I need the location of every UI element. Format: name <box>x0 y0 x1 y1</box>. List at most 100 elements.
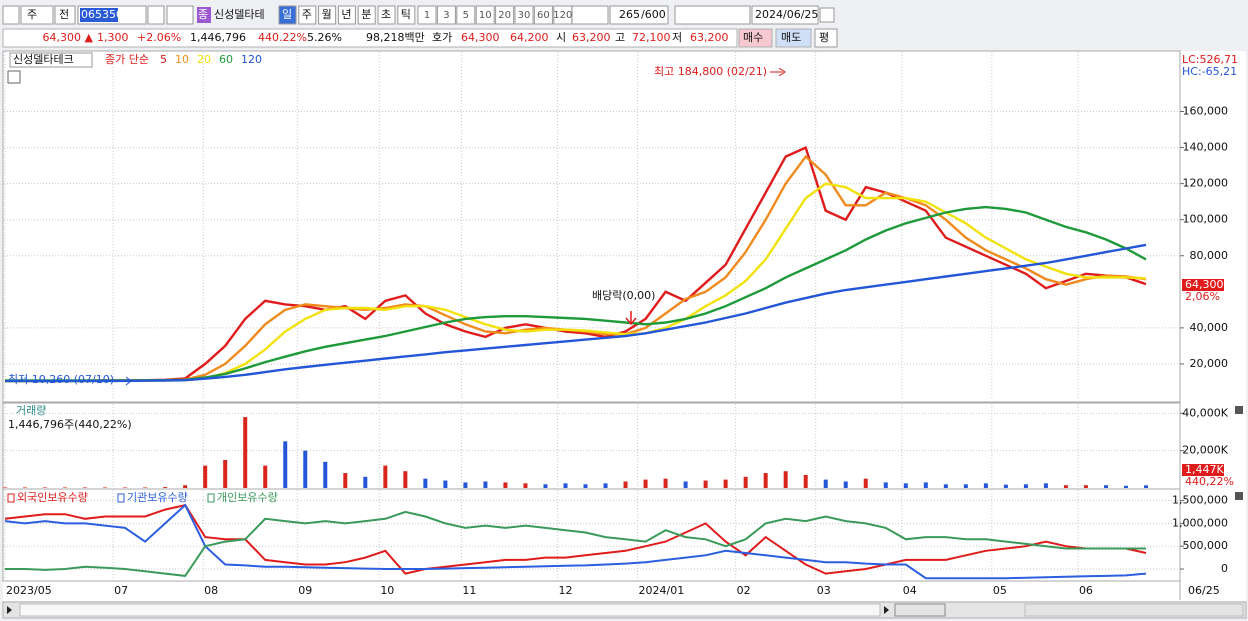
legend-entry: 외국인보유수량 <box>17 491 88 504</box>
y-tick-label: 40,000K <box>1182 406 1228 419</box>
y-tick-label: 1,500,000 <box>1172 494 1228 507</box>
interval-button[interactable] <box>553 5 573 25</box>
interval-button[interactable] <box>495 5 515 25</box>
panel-close[interactable] <box>1235 492 1243 500</box>
dropdown[interactable] <box>571 5 609 25</box>
y-tick-label: 1,000,000 <box>1172 516 1228 529</box>
volume-bar <box>763 473 768 488</box>
legend-entry: 개인보유수량 <box>217 491 278 504</box>
volume-bar <box>923 482 928 488</box>
calendar-icon[interactable] <box>819 7 835 23</box>
interval-button[interactable] <box>475 5 495 25</box>
volume-bar <box>623 481 628 488</box>
period-button[interactable] <box>278 5 297 25</box>
volume-bar <box>23 487 28 488</box>
tool-icons[interactable] <box>674 5 751 25</box>
legend-swatch <box>117 493 125 503</box>
search-icon[interactable] <box>147 5 165 25</box>
legend-entry: 60 <box>219 53 233 66</box>
volume-bar <box>643 479 648 488</box>
y-tick-label: 20,000K <box>1182 444 1228 457</box>
last-price: 64,300 <box>1185 278 1224 291</box>
period-button[interactable] <box>397 5 416 25</box>
sell-button[interactable] <box>775 28 812 48</box>
buy-button[interactable] <box>738 28 773 48</box>
buy: 매수 <box>743 31 763 44</box>
period-button[interactable] <box>337 5 356 25</box>
series-line <box>5 243 1147 383</box>
x-tick-label: 08 <box>204 584 218 597</box>
y-tick-label: 80,000 <box>1190 249 1229 262</box>
period-button[interactable] <box>318 5 337 25</box>
interval: 1 <box>424 10 430 21</box>
y-tick-label: 40,000 <box>1190 321 1229 334</box>
volume-bar <box>63 487 68 488</box>
y-tick-label: 20,000 <box>1190 357 1229 370</box>
stock-name: 신성델타테 <box>214 8 265 21</box>
volume-bar <box>823 479 828 488</box>
x-tick-label: 02 <box>737 584 751 597</box>
x-tick-label: 2024/01 <box>639 584 685 597</box>
grid-icon[interactable] <box>7 70 21 84</box>
interval-button[interactable] <box>533 5 553 25</box>
event-annotation: 배당락(0,00) <box>592 289 655 302</box>
series-line <box>5 145 1147 383</box>
scroll-thumb[interactable] <box>19 603 881 617</box>
zoom-tools[interactable] <box>1024 603 1244 617</box>
legend-swatch <box>207 493 215 503</box>
period: 월 <box>322 8 332 21</box>
panel-close[interactable] <box>1235 406 1243 414</box>
volume-bar <box>203 465 208 488</box>
sound-icon[interactable] <box>166 5 194 25</box>
x-tick-label: 07 <box>114 584 128 597</box>
count-box[interactable] <box>609 5 669 25</box>
date-box[interactable] <box>751 5 819 25</box>
hc-label: HC:-65,21 <box>1182 65 1237 78</box>
volume-bar <box>103 487 108 488</box>
legend-entry: 기관보유수량 <box>127 491 188 504</box>
interval: 120 <box>553 10 572 21</box>
last-volume-ratio: 440,22% <box>1185 475 1234 488</box>
interval-button[interactable] <box>417 5 437 25</box>
volume-bar <box>1103 485 1108 488</box>
quote-bar <box>2 28 738 48</box>
volume-bar <box>883 482 888 488</box>
menu-icon[interactable] <box>2 5 20 25</box>
interval: 30 <box>518 10 531 21</box>
prev-button[interactable] <box>54 5 76 25</box>
sell: 매도 <box>781 31 801 44</box>
period: 초 <box>381 8 391 21</box>
change: 1,300 <box>97 31 129 44</box>
extra-button[interactable] <box>814 28 838 48</box>
legend-entry: 5 <box>160 53 167 66</box>
volume-bar <box>323 461 328 488</box>
y-tick-label: 120,000 <box>1183 177 1229 190</box>
volume-bar <box>163 487 168 488</box>
market-select[interactable] <box>20 5 54 25</box>
volume-bar <box>363 476 368 488</box>
period-button[interactable] <box>377 5 396 25</box>
last-change: 2,06% <box>1185 290 1220 303</box>
period-button[interactable] <box>298 5 317 25</box>
interval: 60 <box>537 10 550 21</box>
period-button[interactable] <box>357 5 376 25</box>
high-annotation: 최고 184,800 (02/21) <box>654 65 767 78</box>
volume-bar <box>263 465 268 488</box>
volume-bar <box>223 460 228 488</box>
volume-bar <box>803 474 808 488</box>
volume-bar <box>83 487 88 488</box>
low-annotation: 최저 10,260 (07/10) <box>8 373 114 386</box>
nav-buttons[interactable] <box>894 603 946 617</box>
series-line <box>4 503 1147 580</box>
interval-button[interactable] <box>436 5 456 25</box>
x-axis-end: 06/25 <box>1188 584 1220 597</box>
price-tag <box>1182 279 1224 291</box>
interval-button[interactable] <box>514 5 534 25</box>
volume-bar <box>1123 485 1128 488</box>
y-tick-label: 0 <box>1221 562 1228 575</box>
count: 265 <box>619 8 640 21</box>
open: 63,200 <box>572 31 611 44</box>
volume-bar <box>503 482 508 488</box>
interval-button[interactable] <box>456 5 476 25</box>
legend-entry: 20 <box>197 53 211 66</box>
